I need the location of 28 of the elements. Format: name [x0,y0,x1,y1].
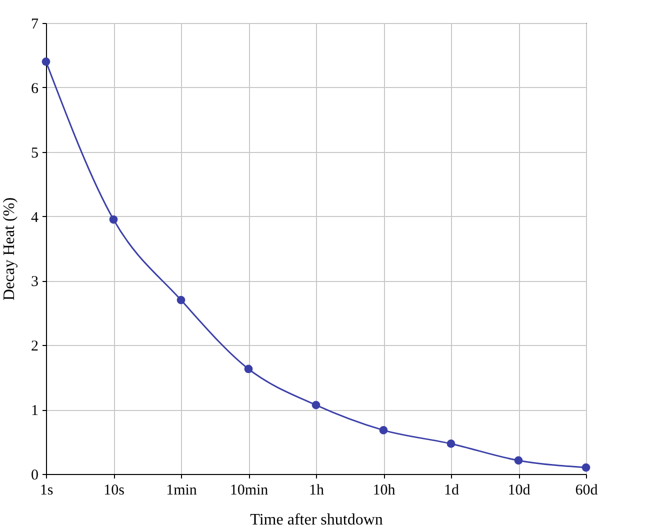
x-tick-label: 60d [575,482,598,498]
y-tick-label: 1 [31,403,38,420]
y-tick-label: 2 [31,338,38,355]
point [244,364,253,374]
point [176,296,186,304]
point [379,426,388,434]
point [109,215,118,224]
x-tick-label: 1d [444,482,460,498]
y-axis-title: Decay Heat (%) [1,197,18,301]
y-tick-label: 3 [31,274,38,290]
x-tick-label: 1min [166,482,198,498]
y-tick-label: 0 [31,468,38,484]
point [42,57,50,66]
point [582,463,590,472]
x-tick-label: 10d [508,482,531,498]
x-tick-label: 1h [309,482,324,498]
x-axis-title: Time after shutdown [250,512,383,528]
y-tick-label: 5 [31,145,38,162]
y-tick-label: 7 [31,16,39,32]
x-tick-label: 10min [230,482,269,498]
y-tick-label: 6 [31,80,39,97]
x-tick-label: 10s [104,482,125,498]
x-tick-label: 1s [40,482,54,498]
x-tick-label: 10h [372,482,396,498]
y-tick-label: 4 [31,210,39,226]
point [446,440,456,448]
point [514,456,523,465]
point [312,400,320,410]
